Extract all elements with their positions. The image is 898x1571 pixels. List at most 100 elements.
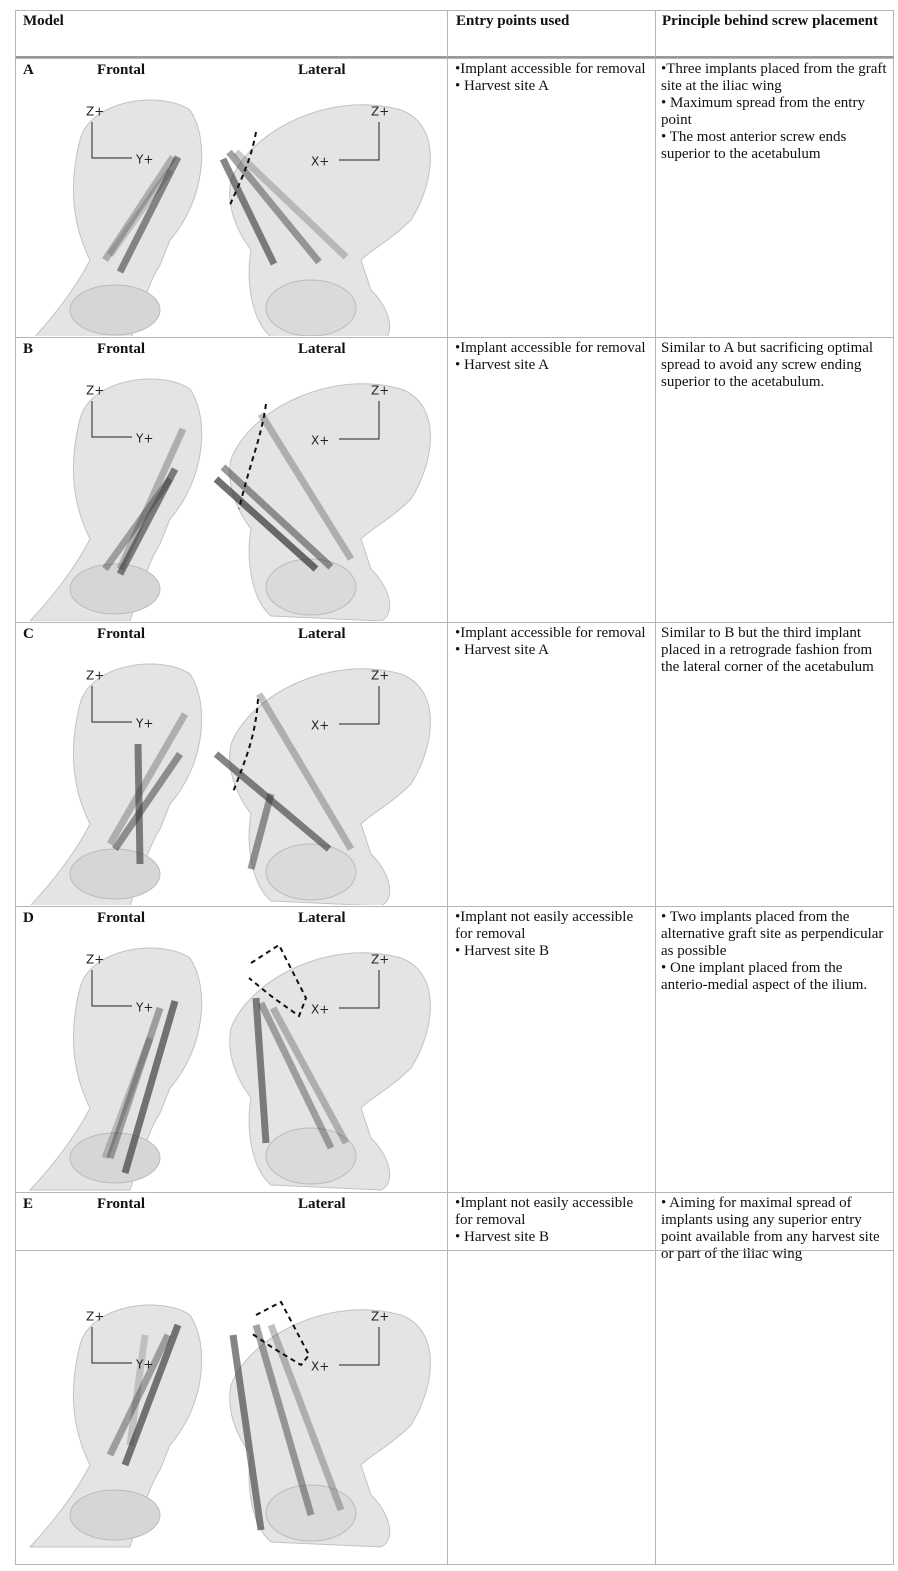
axis-label: Y+ [135,153,153,167]
view-label: Frontal [97,626,146,642]
entry-outline [232,698,259,793]
entry-outline [238,403,267,510]
screw [219,157,278,266]
axis [91,1327,132,1364]
principle-text: Similar to A but sacrificing optimal spr… [661,340,891,391]
entry-outline [250,1300,311,1367]
axis-label: X+ [311,434,329,448]
screw [255,692,355,851]
screw [116,155,182,274]
principle-item: Similar to A but sacrificing optimal spr… [661,340,874,390]
principle-item: Similar to B but the third implant place… [661,625,874,675]
model-label: A [23,62,34,78]
view-label: Frontal [97,1196,146,1212]
axis-label: X+ [311,1360,329,1374]
table-cell [15,1192,448,1251]
entry-text: •Implant not easily accessible for remov… [455,1195,651,1246]
view-label: Frontal [97,910,146,926]
principle-item: • The most anterior screw ends superior … [661,129,847,162]
pelvis-frontal [28,1304,203,1548]
header-cell [15,10,448,59]
axis-label: Y+ [135,1358,153,1372]
axis-label: X+ [311,155,329,169]
frontal-view: Z+ Y+ [28,1304,203,1548]
entry-item: • Harvest site B [455,943,549,959]
screw [258,412,354,561]
principle-text: • Aiming for maximal spread of implants … [661,1195,891,1263]
frontal-view: Z+ Y+ [28,947,203,1191]
pelvis-bowl [69,563,161,615]
principle-text: • Two implants placed from the alternati… [661,909,891,994]
pelvis-frontal [34,99,203,336]
screw [126,1334,149,1446]
pelvis-figure: Z+ Y+ Z+ X+ [29,378,431,621]
axis-label: X+ [311,719,329,733]
screw [101,1036,154,1160]
axis [339,970,380,1009]
screw [102,155,176,262]
acetabulum [265,558,357,616]
table-cell [447,58,656,338]
model-label: D [23,910,34,926]
axis [339,401,380,440]
screw [220,464,334,570]
header-principle: Principle behind screw placement [662,13,878,29]
screw [252,1324,315,1516]
axis [339,122,380,161]
axis-label: Z+ [371,1310,389,1324]
axis-label: Z+ [371,384,389,398]
screw [257,1001,335,1150]
screw [247,793,275,870]
entry-item: • Harvest site A [455,357,549,373]
view-label: Lateral [298,62,346,78]
axis [91,686,132,723]
screw [106,1006,164,1160]
acetabulum [265,279,357,336]
acetabulum [265,1127,357,1185]
principle-text: •Three implants placed from the graft si… [661,61,891,163]
principle-item: • Maximum spread from the entry point [661,95,865,128]
frontal-view: Z+ Y+ [34,99,203,336]
lateral-view: Z+ X+ [229,943,431,1191]
header-model: Model [23,13,64,29]
screw [112,752,183,851]
axis-label: Z+ [86,384,104,398]
axis-label: Z+ [86,953,104,967]
header-cell [655,10,894,59]
table-cell [447,337,656,623]
entry-outline [248,943,308,1018]
pelvis-frontal [30,663,203,905]
lateral-view: Z+ X+ [229,1300,431,1548]
model-label: E [23,1196,34,1212]
header-entry: Entry points used [456,13,570,29]
axis-label: Y+ [135,432,153,446]
frontal-view: Z+ Y+ [29,378,203,621]
lateral-view: Z+ X+ [213,668,431,905]
axis-label: Y+ [135,1001,153,1015]
axis-label: Z+ [371,669,389,683]
screw [102,476,173,572]
lateral-view: Z+ X+ [213,383,431,621]
entry-text: •Implant accessible for removal • Harvest… [455,61,651,95]
view-label: Frontal [97,62,146,78]
entry-item: • Harvest site A [455,642,549,658]
screw [106,1333,172,1457]
screw [134,743,144,865]
axis-label: Y+ [135,717,153,731]
view-label: Frontal [97,341,146,357]
screw [233,149,349,260]
screw [121,1323,182,1467]
entry-item: •Implant not easily accessible for remov… [455,1195,634,1228]
pelvis-figure: Z+ Y+ Z+ X+ [28,943,431,1191]
screw [252,997,270,1144]
acetabulum [265,843,357,901]
pelvis-bowl [69,848,161,900]
pelvis-bowl [69,1489,161,1541]
screw [229,1334,265,1531]
entry-item: •Implant accessible for removal [455,625,646,641]
axis [91,970,132,1007]
acetabulum [265,1484,357,1542]
view-label: Lateral [298,626,346,642]
entry-text: •Implant accessible for removal • Harvest… [455,340,651,374]
